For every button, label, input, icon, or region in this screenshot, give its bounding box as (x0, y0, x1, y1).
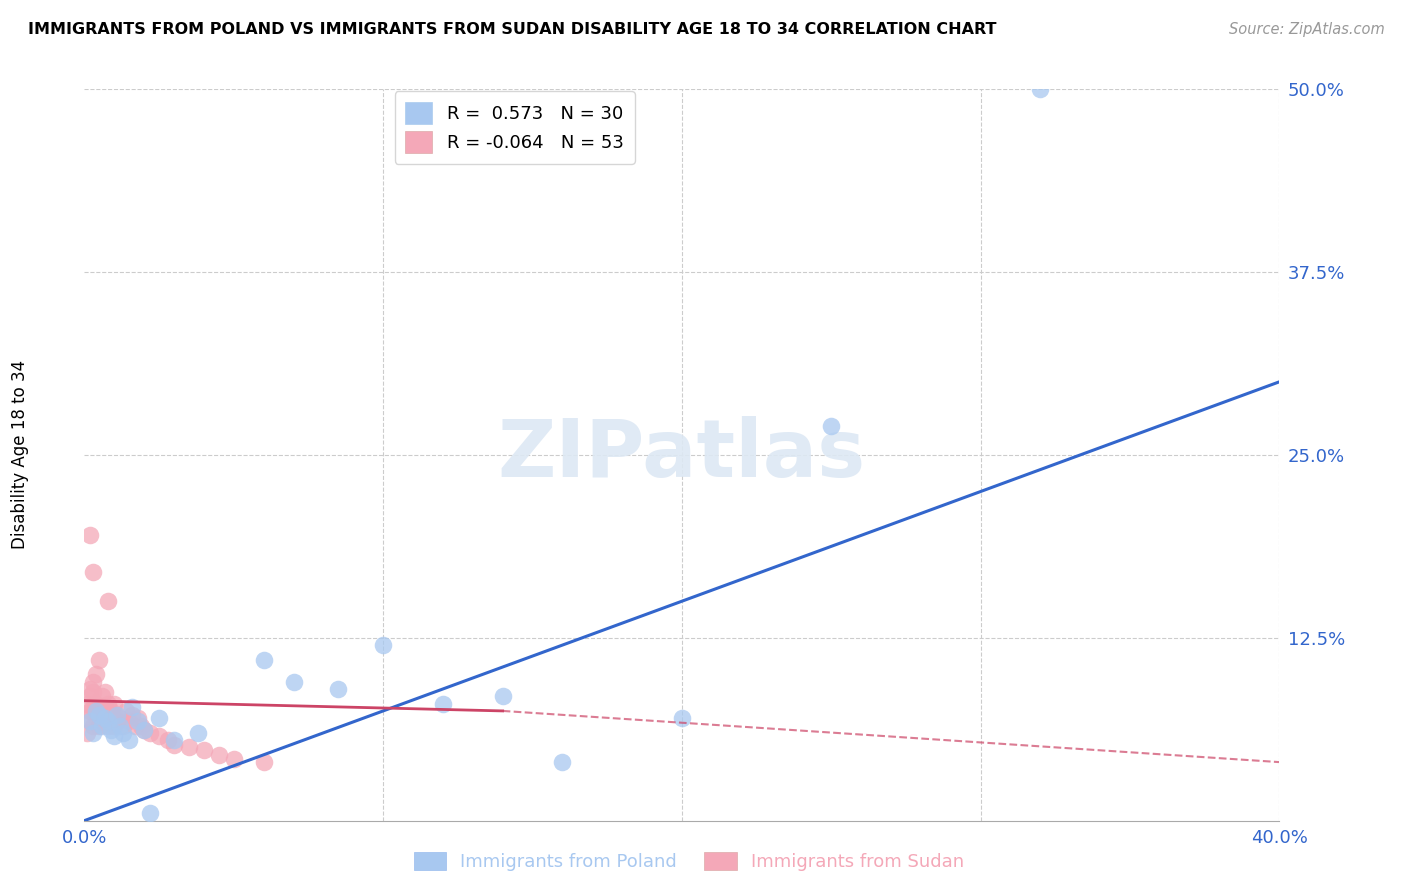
Point (86, 704, 108, 718)
Point (94, 685, 117, 699)
Point (163, 738, 186, 752)
Point (121, 699, 143, 714)
Point (100, 704, 122, 718)
Text: Source: ZipAtlas.com: Source: ZipAtlas.com (1229, 22, 1385, 37)
Point (328, 681, 350, 696)
Point (253, 653, 276, 667)
Point (187, 726, 209, 740)
Point (82, 726, 104, 740)
Point (103, 718, 125, 732)
Point (76, 711, 98, 725)
Point (79, 704, 101, 718)
Point (127, 714, 149, 728)
Point (86, 697, 108, 711)
Point (551, 755, 574, 769)
Point (208, 747, 231, 762)
Point (124, 718, 146, 732)
Point (89, 708, 111, 723)
Point (139, 726, 162, 740)
Point (100, 714, 122, 728)
Point (371, 638, 394, 652)
Point (118, 733, 141, 747)
Point (121, 708, 143, 723)
Point (132, 723, 156, 737)
Point (97, 697, 120, 711)
Point (103, 697, 125, 711)
Point (105, 708, 128, 723)
Point (82, 565, 104, 579)
Point (91, 718, 114, 732)
Point (112, 726, 135, 740)
Point (82, 674, 104, 689)
Point (103, 729, 125, 743)
Text: ZIPatlas: ZIPatlas (498, 416, 866, 494)
Point (86, 711, 108, 725)
Point (89, 708, 111, 723)
Legend: Immigrants from Poland, Immigrants from Sudan: Immigrants from Poland, Immigrants from … (406, 845, 972, 879)
Point (82, 699, 104, 714)
Point (94, 711, 117, 725)
Point (82, 685, 104, 699)
Point (1029, 82, 1052, 96)
Point (127, 711, 149, 725)
Point (89, 653, 111, 667)
Point (79, 714, 101, 728)
Text: IMMIGRANTS FROM POLAND VS IMMIGRANTS FROM SUDAN DISABILITY AGE 18 TO 34 CORRELAT: IMMIGRANTS FROM POLAND VS IMMIGRANTS FRO… (28, 22, 997, 37)
Point (79, 528, 101, 542)
Point (89, 699, 111, 714)
Point (110, 711, 132, 725)
Point (89, 718, 111, 732)
Point (91, 704, 114, 718)
Point (91, 690, 114, 704)
Point (222, 752, 245, 766)
Point (105, 714, 128, 728)
Point (76, 697, 98, 711)
Point (76, 726, 98, 740)
Point (115, 704, 138, 718)
Point (492, 690, 515, 704)
Point (100, 723, 122, 737)
Point (671, 711, 693, 725)
Point (82, 718, 104, 732)
Point (94, 711, 117, 725)
Point (97, 594, 120, 608)
Point (148, 711, 170, 725)
Point (79, 681, 101, 696)
Point (163, 733, 186, 747)
Point (177, 740, 200, 755)
Point (86, 667, 108, 681)
Point (139, 806, 162, 821)
Point (118, 714, 141, 728)
Y-axis label: Disability Age 18 to 34: Disability Age 18 to 34 (11, 360, 28, 549)
Point (94, 699, 117, 714)
Point (103, 708, 125, 723)
Point (193, 743, 215, 757)
Point (820, 418, 842, 433)
Point (91, 714, 114, 728)
Point (97, 708, 120, 723)
Point (97, 718, 120, 732)
Point (157, 733, 180, 747)
Point (97, 714, 120, 728)
Point (432, 697, 454, 711)
Point (132, 723, 156, 737)
Point (253, 755, 276, 769)
Point (112, 718, 135, 732)
Point (79, 690, 101, 704)
Point (283, 674, 305, 689)
Point (129, 718, 152, 732)
Legend: R =  0.573   N = 30, R = -0.064   N = 53: R = 0.573 N = 30, R = -0.064 N = 53 (395, 91, 634, 164)
Point (148, 729, 170, 743)
Point (110, 718, 132, 732)
